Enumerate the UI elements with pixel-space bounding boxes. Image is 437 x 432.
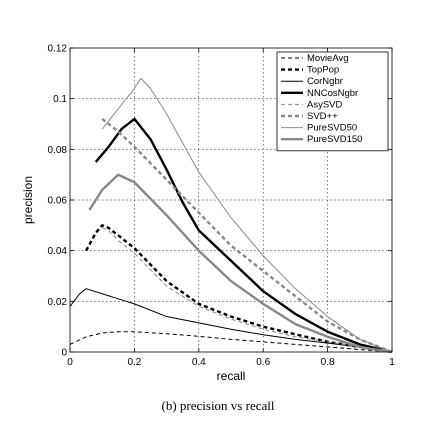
series-line-puresvd50 [101,77,393,353]
legend-label-toppop: TopPop [307,65,339,76]
legend: MovieAvgTopPopCorNgbrNNCosNgbrAsySVDSVD+… [276,51,389,152]
y-tick-label: 0.02 [48,297,68,308]
x-tick-label: 0.8 [321,357,335,368]
y-axis-label: precision [21,176,35,224]
legend-label-svd-: SVD++ [307,111,338,122]
series-line-nncosngbr [94,117,393,354]
series-line-puresvd150 [88,173,393,354]
x-tick-label: 0.6 [256,357,270,368]
legend-items: MovieAvgTopPopCorNgbrNNCosNgbrAsySVDSVD+… [281,53,362,145]
series-line-asysvd [102,227,393,353]
series-line-toppop [85,224,393,354]
x-tick-label: 0.2 [127,357,141,368]
legend-label-puresvd50: PureSVD50 [307,123,357,134]
legend-label-movieavg: MovieAvg [307,53,349,64]
y-tick-label: 0.12 [48,44,68,55]
y-tick-label: 0.04 [48,246,68,257]
legend-label-asysvd: AsySVD [307,99,343,110]
axis-ticks: 0 0.2 0.4 0.6 0.8 1 0 0.02 0.04 0.06 0.08 0.1 0.12 [48,44,396,369]
x-axis-label: recall [217,369,246,383]
legend-label-corngbr: CorNgbr [307,76,343,87]
y-tick-label: 0 [61,348,67,359]
series-lines [69,77,393,354]
x-tick-label: 0 [67,357,73,368]
y-tick-label: 0.1 [53,94,67,105]
y-tick-label: 0.06 [48,196,68,207]
legend-label-nncosngbr: NNCosNgbr [307,88,358,99]
series-line-svd- [101,117,393,354]
series-line-movieavg [69,331,393,353]
x-tick-label: 0.4 [192,357,206,368]
x-tick-label: 1 [389,357,395,368]
legend-label-puresvd150: PureSVD150 [307,134,362,145]
series-line-corngbr [69,288,393,353]
y-tick-label: 0.08 [48,145,68,156]
figure-caption: (b) precision vs recall [162,398,275,413]
